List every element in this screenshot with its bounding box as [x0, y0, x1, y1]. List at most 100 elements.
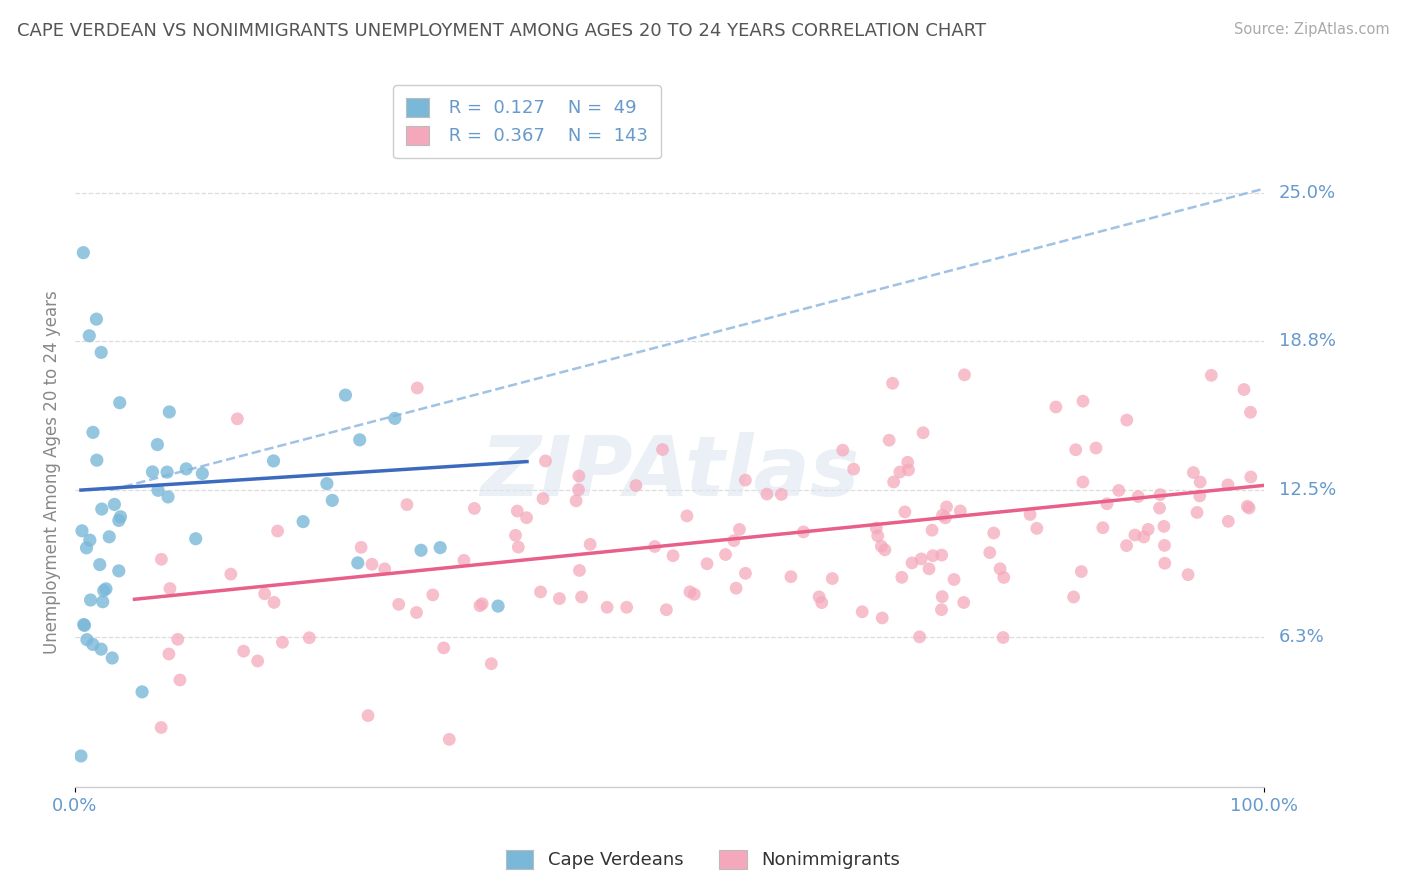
Point — [897, 463, 920, 477]
Point — [1115, 539, 1137, 553]
Point — [616, 600, 638, 615]
Point — [101, 651, 124, 665]
Point — [912, 425, 935, 440]
Point — [422, 588, 444, 602]
Point — [993, 570, 1015, 584]
Point — [82, 425, 104, 440]
Point — [335, 388, 357, 402]
Point — [70, 749, 93, 764]
Point — [1149, 487, 1171, 501]
Point — [651, 442, 673, 457]
Point — [429, 541, 451, 555]
Point — [1216, 478, 1239, 492]
Point — [253, 587, 276, 601]
Point — [184, 532, 207, 546]
Point — [266, 524, 288, 538]
Point — [596, 600, 619, 615]
Point — [949, 504, 972, 518]
Point — [1070, 565, 1092, 579]
Point — [755, 487, 778, 501]
Point — [1025, 521, 1047, 535]
Point — [159, 582, 181, 596]
Point — [384, 411, 406, 425]
Point — [931, 603, 953, 617]
Point — [486, 599, 509, 613]
Point — [1123, 528, 1146, 542]
Point — [851, 605, 873, 619]
Point — [468, 599, 491, 613]
Point — [624, 478, 647, 492]
Point — [1132, 530, 1154, 544]
Point — [146, 483, 169, 498]
Point — [90, 502, 112, 516]
Point — [91, 595, 114, 609]
Point — [983, 526, 1005, 541]
Point — [388, 598, 411, 612]
Point — [931, 508, 953, 523]
Point — [76, 632, 98, 647]
Point — [246, 654, 269, 668]
Point — [479, 657, 502, 671]
Point — [471, 597, 494, 611]
Text: 25.0%: 25.0% — [1278, 185, 1336, 202]
Point — [174, 462, 197, 476]
Point — [918, 562, 941, 576]
Point — [157, 405, 180, 419]
Point — [890, 570, 912, 584]
Point — [808, 590, 831, 604]
Point — [374, 562, 396, 576]
Point — [70, 524, 93, 538]
Point — [146, 437, 169, 451]
Point — [439, 732, 461, 747]
Point — [508, 540, 530, 554]
Point — [1153, 556, 1175, 570]
Point — [1182, 466, 1205, 480]
Point — [108, 513, 131, 527]
Point — [463, 501, 485, 516]
Point — [79, 593, 101, 607]
Point — [93, 583, 115, 598]
Point — [107, 564, 129, 578]
Point — [1218, 514, 1240, 528]
Text: ZIPAtlas: ZIPAtlas — [479, 432, 859, 513]
Point — [150, 721, 173, 735]
Point — [831, 443, 853, 458]
Point — [734, 473, 756, 487]
Point — [655, 603, 678, 617]
Point — [662, 549, 685, 563]
Point — [531, 491, 554, 506]
Point — [219, 567, 242, 582]
Point — [1091, 521, 1114, 535]
Point — [1233, 383, 1256, 397]
Point — [169, 673, 191, 687]
Point — [792, 524, 814, 539]
Legend:  R =  0.127    N =  49,  R =  0.367    N =  143: R = 0.127 N = 49, R = 0.367 N = 143 — [392, 85, 661, 158]
Point — [810, 596, 832, 610]
Point — [90, 345, 112, 359]
Point — [1019, 508, 1042, 522]
Point — [82, 637, 104, 651]
Point — [921, 523, 943, 537]
Point — [292, 515, 315, 529]
Point — [922, 549, 945, 563]
Point — [1189, 475, 1212, 489]
Text: Source: ZipAtlas.com: Source: ZipAtlas.com — [1233, 22, 1389, 37]
Point — [866, 529, 889, 543]
Point — [723, 533, 745, 548]
Text: CAPE VERDEAN VS NONIMMIGRANTS UNEMPLOYMENT AMONG AGES 20 TO 24 YEARS CORRELATION: CAPE VERDEAN VS NONIMMIGRANTS UNEMPLOYME… — [17, 22, 986, 40]
Point — [1128, 490, 1150, 504]
Point — [1064, 442, 1087, 457]
Point — [156, 490, 179, 504]
Point — [728, 523, 751, 537]
Point — [821, 572, 844, 586]
Point — [1149, 501, 1171, 516]
Point — [103, 497, 125, 511]
Point — [141, 465, 163, 479]
Point — [1185, 506, 1208, 520]
Point — [877, 433, 900, 447]
Point — [406, 381, 429, 395]
Point — [395, 498, 418, 512]
Point — [1115, 413, 1137, 427]
Point — [568, 469, 591, 483]
Point — [734, 566, 756, 581]
